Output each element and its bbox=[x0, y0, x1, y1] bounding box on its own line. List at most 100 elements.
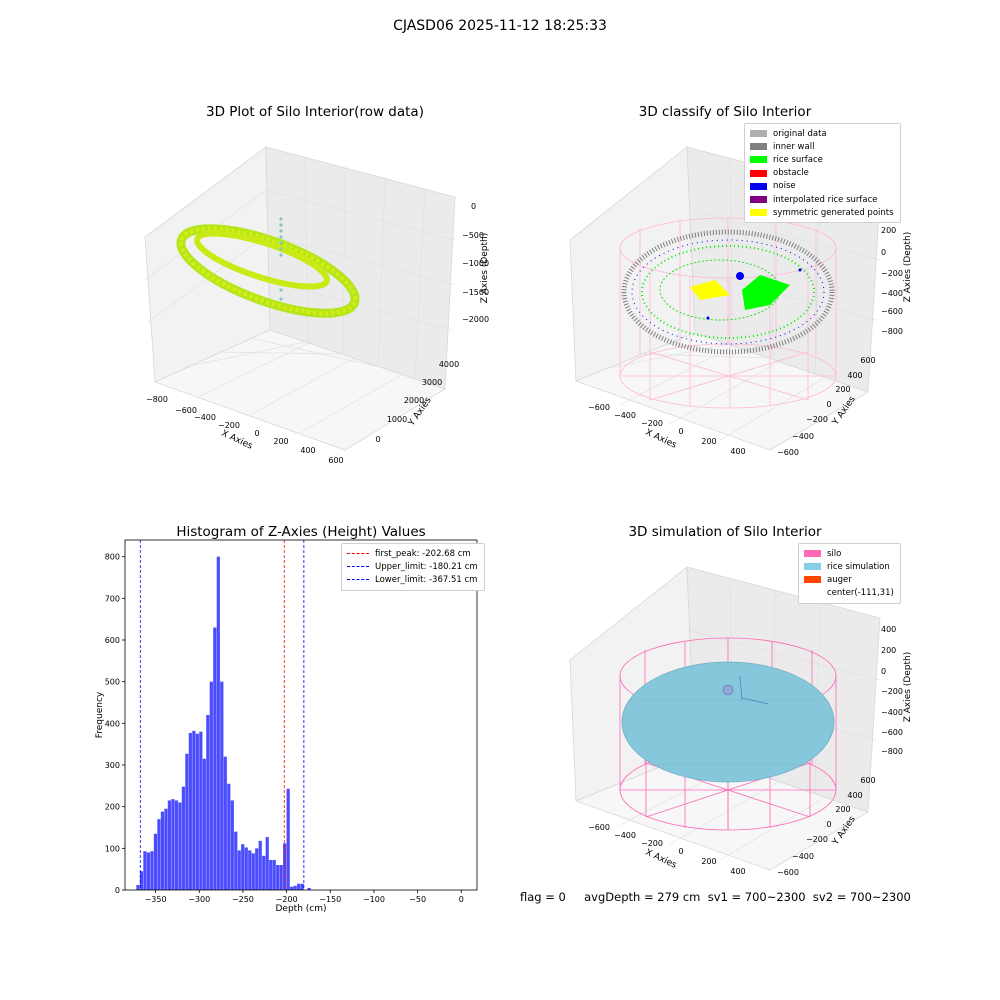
panel2-title: 3D classify of Silo Interior bbox=[638, 104, 812, 120]
histogram-bar bbox=[202, 758, 206, 890]
histogram-legend-item: Lower_limit: -367.51 cm bbox=[347, 573, 478, 586]
histogram-ytick-label: 800 bbox=[105, 553, 120, 562]
panel4-legend-swatch bbox=[804, 550, 821, 558]
histogram-bar bbox=[297, 883, 301, 890]
panel2-legend-swatch bbox=[750, 130, 767, 138]
histogram-bar bbox=[209, 681, 213, 890]
histogram-bar bbox=[167, 800, 171, 890]
histogram-bar bbox=[181, 786, 185, 890]
histogram-legend-line bbox=[347, 553, 369, 555]
histogram-ytick-label: 200 bbox=[105, 803, 120, 812]
histogram-frame bbox=[124, 539, 478, 891]
histogram-legend-label: first_peak: -202.68 cm bbox=[375, 548, 471, 559]
histogram-bar bbox=[290, 886, 294, 890]
panel4-legend-swatch bbox=[804, 576, 821, 584]
histogram-bar bbox=[241, 844, 245, 890]
histogram-bar bbox=[244, 847, 248, 890]
panel4-legend-label: auger bbox=[827, 574, 852, 585]
histogram-bar bbox=[286, 788, 290, 890]
histogram-bar bbox=[251, 853, 255, 890]
histogram-bar bbox=[272, 860, 276, 890]
histogram-bar bbox=[293, 885, 297, 890]
histogram-xtick-label: −100 bbox=[363, 895, 385, 904]
histogram-xtick-label: −150 bbox=[319, 895, 341, 904]
histogram-bar bbox=[171, 799, 175, 890]
panel4-legend: silo rice simulation auger center(-111,31) bbox=[798, 543, 901, 604]
panel4-legend-item: silo bbox=[804, 547, 894, 560]
histogram-bar bbox=[199, 731, 203, 890]
histogram-ytick-label: 300 bbox=[105, 761, 120, 770]
panel2-legend-swatch bbox=[750, 182, 767, 190]
histogram-bar bbox=[206, 715, 210, 890]
histogram-legend-label: Lower_limit: -367.51 cm bbox=[375, 574, 478, 585]
histogram-ytick-label: 400 bbox=[105, 719, 120, 728]
histogram-legend-line bbox=[347, 579, 369, 581]
panel2-legend-swatch bbox=[750, 209, 767, 217]
histogram-bar bbox=[300, 883, 304, 890]
histogram-bar bbox=[255, 848, 259, 890]
histogram-bar bbox=[220, 681, 224, 890]
histogram-bar bbox=[227, 783, 231, 890]
histogram-ytick-label: 600 bbox=[105, 636, 120, 645]
histogram-xtick-label: −50 bbox=[409, 895, 426, 904]
histogram-bar bbox=[279, 865, 283, 890]
panel2-legend-item: symmetric generated points bbox=[750, 206, 894, 219]
panel2-legend-swatch bbox=[750, 196, 767, 204]
histogram-bar bbox=[174, 800, 178, 890]
status-footer: flag = 0 avgDepth = 279 cm sv1 = 700~230… bbox=[520, 890, 911, 904]
histogram-bar bbox=[258, 840, 262, 890]
panel2-legend-swatch bbox=[750, 156, 767, 164]
histogram-ytick-label: 700 bbox=[105, 594, 120, 603]
histogram-bars bbox=[136, 556, 311, 890]
histogram-bar bbox=[153, 833, 158, 890]
histogram-bar bbox=[269, 860, 273, 890]
panel4-legend-item: rice simulation bbox=[804, 560, 894, 573]
histogram-bar bbox=[157, 819, 161, 890]
panel4-title: 3D simulation of Silo Interior bbox=[628, 524, 822, 540]
panel2-legend-item: obstacle bbox=[750, 167, 894, 180]
histogram-bar bbox=[265, 837, 269, 890]
histogram-legend-label: Upper_limit: -180.21 cm bbox=[375, 561, 478, 572]
histogram-bar bbox=[185, 753, 189, 890]
histogram-ytick-label: 500 bbox=[105, 678, 120, 687]
panel2-legend-item: original data bbox=[750, 127, 894, 140]
histogram-legend-item: Upper_limit: -180.21 cm bbox=[347, 560, 478, 573]
histogram-xtick-label: −300 bbox=[188, 895, 210, 904]
panel4-legend-label: center(-111,31) bbox=[827, 588, 894, 599]
histogram-bar bbox=[150, 851, 154, 890]
panel2-legend-label: noise bbox=[773, 181, 796, 192]
histogram-y-axis-label: Frequency bbox=[95, 691, 105, 738]
histogram-bar bbox=[160, 811, 165, 890]
histogram-x-axis-label: Depth (cm) bbox=[275, 904, 326, 914]
panel2-legend-item: rice surface bbox=[750, 153, 894, 166]
figure-title: CJASD06 2025-11-12 18:25:33 bbox=[393, 18, 607, 34]
panel2-legend-swatch bbox=[750, 143, 767, 151]
panel2-legend-label: symmetric generated points bbox=[773, 207, 894, 218]
panel2-legend-label: inner wall bbox=[773, 141, 815, 152]
panel2-legend-item: interpolated rice surface bbox=[750, 193, 894, 206]
panel2-legend-swatch bbox=[750, 169, 767, 177]
histogram-ticks: −350 −300 −250 −200 −150 −100 −50 0 0 100 200 300 40… bbox=[105, 553, 464, 904]
panel2-legend-label: obstacle bbox=[773, 168, 809, 179]
panel4-legend-swatch bbox=[804, 563, 821, 571]
histogram-bar bbox=[192, 730, 196, 890]
panel1-title: 3D Plot of Silo Interior(row data) bbox=[206, 104, 424, 120]
histogram-bar bbox=[276, 865, 280, 890]
histogram-bar bbox=[216, 556, 220, 890]
panel2-legend-item: noise bbox=[750, 180, 894, 193]
histogram-xtick-label: −350 bbox=[145, 895, 167, 904]
panel2-legend-label: interpolated rice surface bbox=[773, 194, 878, 205]
histogram-legend-item: first_peak: -202.68 cm bbox=[347, 547, 478, 560]
histogram-ytick-label: 100 bbox=[105, 844, 120, 853]
histogram-xtick-label: −200 bbox=[276, 895, 298, 904]
histogram-bar bbox=[195, 733, 199, 890]
panel4-legend-label: silo bbox=[827, 548, 842, 559]
panel2-legend-label: original data bbox=[773, 128, 827, 139]
histogram-legend: first_peak: -202.68 cm Upper_limit: -180.… bbox=[341, 543, 485, 591]
histogram-bar bbox=[307, 887, 311, 890]
histogram-title: Histogram of Z-Axies (Height) Values bbox=[176, 524, 426, 540]
histogram-bar bbox=[188, 732, 192, 890]
histogram-legend-line bbox=[347, 566, 369, 568]
histogram-bar bbox=[213, 627, 217, 890]
